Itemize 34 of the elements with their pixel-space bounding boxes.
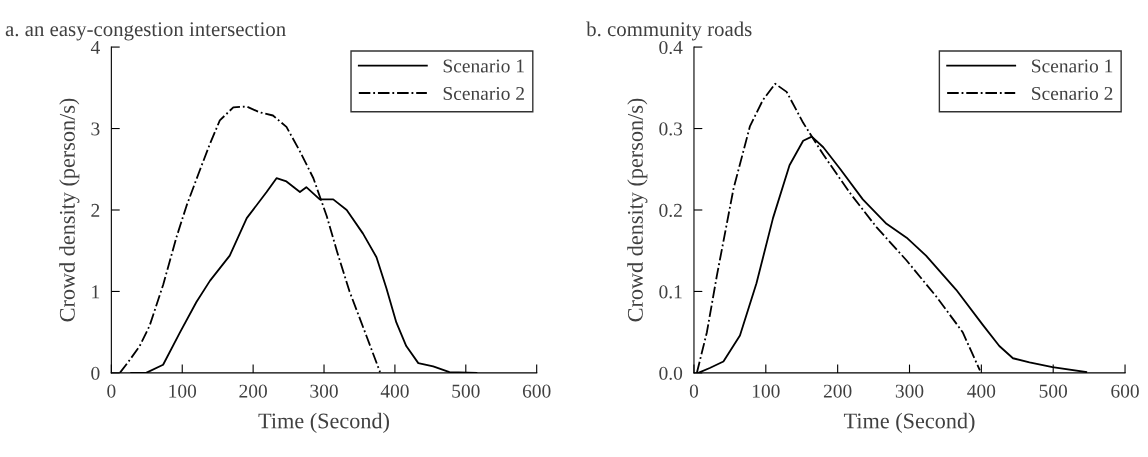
y-tick-label: 4 [90, 41, 100, 54]
legend-label: Scenario 2 [443, 86, 524, 101]
x-tick-label: 400 [967, 384, 996, 398]
x-tick-label: 300 [310, 384, 338, 398]
y-tick-label: 0 [91, 366, 100, 380]
y-tick-label: 2 [91, 203, 100, 217]
chart-title: b. community roads [586, 21, 752, 41]
chart-title: a. an easy-congestion intersection [5, 22, 286, 41]
x-tick-label: 100 [752, 384, 780, 398]
y-tick-label: 1 [92, 285, 100, 299]
y-tick-label: 0.3 [659, 122, 683, 136]
legend-label: Scenario 1 [443, 59, 524, 73]
x-tick-label: 300 [895, 384, 924, 398]
x-tick-label: 600 [1111, 384, 1139, 398]
y-tick-label: 0.1 [659, 285, 682, 299]
x-tick-label: 100 [169, 384, 197, 398]
y-axis-title: Crowd density (person/s) [627, 98, 648, 322]
legend-label: Scenario 2 [1032, 86, 1113, 101]
y-axis-title: Crowd density (person/s) [59, 98, 80, 322]
x-tick-label: 200 [239, 384, 267, 398]
x-tick-label: 500 [452, 384, 480, 398]
x-axis-title: Time (Second) [258, 412, 389, 433]
y-tick-label: 3 [91, 122, 100, 136]
x-tick-label: 200 [823, 384, 852, 398]
x-tick-label: 600 [522, 384, 551, 398]
x-tick-label: 500 [1039, 384, 1068, 398]
legend-label: Scenario 1 [1032, 59, 1113, 73]
x-axis-title: Time (Second) [843, 412, 975, 433]
y-tick-label: 0.2 [659, 203, 682, 218]
x-tick-label: 0 [107, 384, 116, 398]
x-tick-label: 400 [380, 384, 409, 398]
y-tick-label: 0.4 [659, 40, 683, 55]
x-tick-label: 0 [689, 384, 699, 398]
y-tick-label: 0.0 [659, 366, 683, 380]
